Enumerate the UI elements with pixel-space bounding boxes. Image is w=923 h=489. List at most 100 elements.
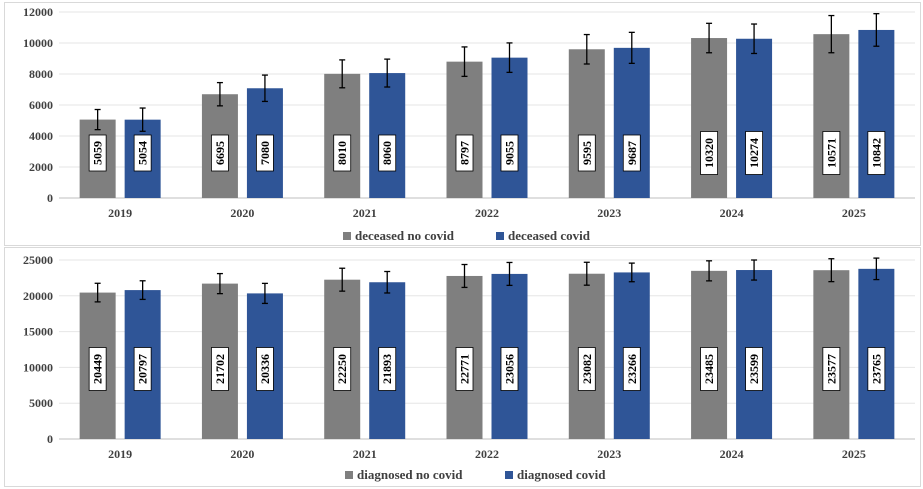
deceased-x-tick-label: 2022	[475, 206, 499, 220]
deceased-data-label-group: 10320	[700, 131, 718, 175]
diagnosed-legend-label: diagnosed covid	[517, 467, 606, 482]
deceased-data-label: 8010	[335, 141, 349, 165]
deceased-data-label-group: 10274	[745, 131, 763, 175]
deceased-y-tick-label: 2000	[29, 160, 53, 174]
diagnosed-chart-panel: 0 5000 10000 15000 20000 25000 20449 20797 2019 2…	[4, 247, 921, 487]
deceased-bar	[446, 61, 483, 198]
deceased-legend-swatch	[343, 232, 351, 240]
diagnosed-data-label-box	[333, 347, 352, 391]
diagnosed-data-label-box	[700, 347, 718, 391]
deceased-bar	[568, 49, 605, 199]
diagnosed-chart: 0 5000 10000 15000 20000 25000 20449 20797 2019 2…	[23, 253, 915, 482]
deceased-data-label-group: 8010	[333, 134, 352, 172]
diagnosed-data-label-group: 23266	[622, 347, 641, 391]
diagnosed-data-label: 23599	[747, 354, 761, 384]
diagnosed-x-tick-label: 2024	[720, 447, 744, 461]
deceased-x-tick-label: 2025	[842, 206, 866, 220]
diagnosed-x-tick-label: 2025	[842, 447, 866, 461]
deceased-legend-label: deceased covid	[508, 228, 591, 243]
deceased-data-label-box	[88, 134, 107, 172]
deceased-data-label-box	[500, 134, 519, 172]
diagnosed-data-label: 20449	[91, 354, 105, 384]
diagnosed-x-tick-label: 2022	[475, 447, 499, 461]
deceased-data-label-group: 5059	[88, 134, 107, 172]
deceased-data-label: 10274	[747, 138, 761, 168]
diagnosed-data-label-group: 22771	[455, 347, 474, 391]
deceased-x-tick-label: 2021	[353, 206, 377, 220]
diagnosed-data-label-group: 23082	[577, 347, 596, 391]
deceased-data-label-group: 10842	[867, 131, 886, 175]
diagnosed-data-label-group: 20336	[256, 347, 274, 391]
diagnosed-y-tick-label: 20000	[23, 289, 53, 303]
diagnosed-data-label: 23577	[824, 354, 838, 384]
deceased-y-tick-label: 8000	[29, 67, 53, 81]
deceased-data-label-group: 8060	[378, 134, 397, 172]
deceased-x-tick-label: 2023	[597, 206, 621, 220]
deceased-data-label: 10320	[702, 138, 716, 168]
diagnosed-data-label: 21893	[380, 354, 394, 384]
deceased-data-label-box	[745, 131, 763, 175]
deceased-data-label-group: 7080	[256, 134, 274, 172]
diagnosed-data-label-box	[745, 347, 763, 391]
diagnosed-y-tick-label: 10000	[23, 360, 53, 374]
diagnosed-x-tick-label: 2021	[353, 447, 377, 461]
deceased-data-label-group: 10571	[822, 131, 841, 175]
diagnosed-x-tick-label: 2020	[230, 447, 254, 461]
deceased-x-tick-label: 2020	[230, 206, 254, 220]
diagnosed-data-label-group: 23056	[500, 347, 519, 391]
deceased-data-label: 9055	[503, 141, 517, 165]
deceased-x-tick-label: 2024	[720, 206, 744, 220]
deceased-data-label: 9595	[580, 141, 594, 165]
deceased-data-label-group: 9595	[577, 134, 596, 172]
diagnosed-y-tick-label: 25000	[23, 253, 53, 267]
diagnosed-data-label-group: 23765	[867, 347, 886, 391]
diagnosed-data-label: 22771	[458, 354, 472, 384]
diagnosed-data-label: 21702	[213, 354, 227, 384]
diagnosed-data-label-box	[867, 347, 886, 391]
diagnosed-data-label-group: 22250	[333, 347, 352, 391]
deceased-data-label-box	[211, 134, 229, 172]
diagnosed-y-tick-label: 0	[47, 432, 53, 446]
deceased-data-label: 10842	[869, 138, 883, 168]
deceased-bar	[613, 47, 650, 198]
deceased-data-label: 9687	[625, 141, 639, 165]
deceased-legend-swatch	[496, 232, 504, 240]
deceased-data-label-box	[822, 131, 841, 175]
deceased-data-label: 10571	[824, 138, 838, 168]
deceased-y-tick-label: 0	[47, 191, 53, 205]
diagnosed-legend-label: diagnosed no covid	[357, 467, 463, 482]
deceased-legend-label: deceased no covid	[355, 228, 455, 243]
deceased-data-label-group: 6695	[211, 134, 229, 172]
diagnosed-data-label-group: 21893	[378, 347, 397, 391]
diagnosed-data-label: 22250	[335, 354, 349, 384]
deceased-data-label-box	[622, 134, 641, 172]
deceased-data-label: 8060	[380, 141, 394, 165]
diagnosed-data-label-box	[577, 347, 596, 391]
deceased-y-tick-label: 12000	[23, 5, 53, 19]
deceased-x-tick-label: 2019	[108, 206, 132, 220]
diagnosed-x-tick-label: 2023	[597, 447, 621, 461]
deceased-data-label-box	[867, 131, 886, 175]
diagnosed-data-label: 23485	[702, 354, 716, 384]
diagnosed-data-label-group: 20449	[88, 347, 107, 391]
diagnosed-data-label: 23266	[625, 354, 639, 384]
deceased-data-label-box	[133, 134, 152, 172]
diagnosed-data-label: 20797	[136, 354, 150, 384]
deceased-data-label-box	[378, 134, 397, 172]
diagnosed-data-label-box	[256, 347, 274, 391]
deceased-data-label: 5059	[91, 141, 105, 165]
diagnosed-data-label-group: 23485	[700, 347, 718, 391]
deceased-y-tick-label: 10000	[23, 36, 53, 50]
diagnosed-y-tick-label: 5000	[29, 396, 53, 410]
diagnosed-data-label-box	[500, 347, 519, 391]
deceased-y-tick-label: 4000	[29, 129, 53, 143]
deceased-data-label-box	[577, 134, 596, 172]
deceased-data-label: 5054	[136, 141, 150, 165]
deceased-data-label: 6695	[213, 141, 227, 165]
deceased-data-label-group: 9055	[500, 134, 519, 172]
deceased-chart-panel: 0 2000 4000 6000 8000 10000 12000 5059 5054 2019 6…	[4, 2, 921, 246]
diagnosed-data-label-group: 23577	[822, 347, 841, 391]
diagnosed-data-label-box	[822, 347, 841, 391]
deceased-chart: 0 2000 4000 6000 8000 10000 12000 5059 5054 2019 6…	[23, 5, 915, 243]
diagnosed-legend-swatch	[505, 471, 513, 479]
